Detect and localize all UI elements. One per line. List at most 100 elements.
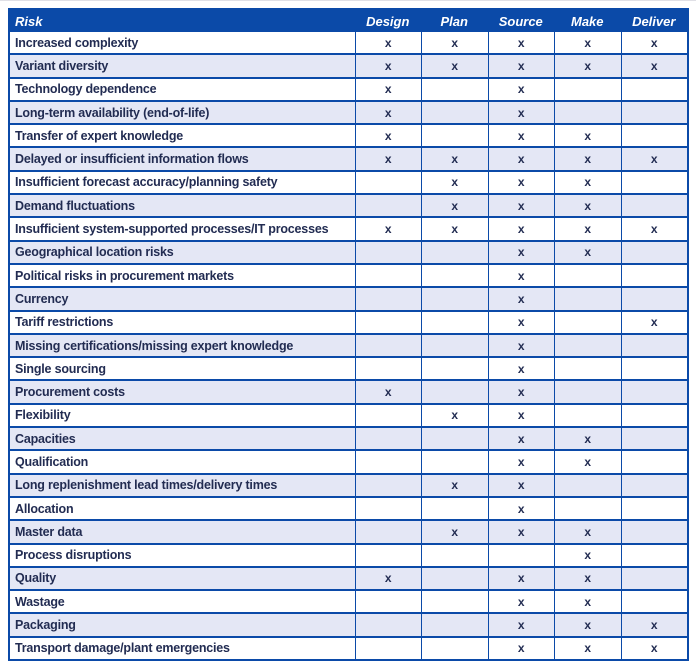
matrix-cell-design xyxy=(354,521,422,543)
table-row: Single sourcing x xyxy=(10,356,688,380)
risk-label: Missing certifications/missing expert kn… xyxy=(15,338,294,353)
table-row: Variant diversity x x x x x xyxy=(10,53,687,77)
risk-label: Wastage xyxy=(15,594,65,609)
matrix-cell-design: x xyxy=(354,148,422,170)
table-row: Transfer of expert knowledge x x x xyxy=(10,123,688,147)
matrix-cell-design xyxy=(354,195,422,217)
risk-label: Demand fluctuations xyxy=(15,198,135,213)
matrix-cell-deliver: x xyxy=(620,637,688,660)
matrix-cell-deliver xyxy=(620,497,688,520)
table-row: Packaging x x x xyxy=(10,612,687,636)
table-row: Delayed or insufficient information flow… xyxy=(10,146,688,170)
matrix-cell-plan: x xyxy=(421,474,488,496)
column-header-deliver: Deliver xyxy=(632,13,676,29)
matrix-cell-design xyxy=(354,544,422,566)
table-row: Currency x xyxy=(10,286,688,310)
matrix-cell-plan xyxy=(421,334,488,357)
matrix-cell-deliver xyxy=(620,428,688,450)
table-row: Capacities x x xyxy=(10,426,688,450)
matrix-cell-make xyxy=(554,404,621,427)
matrix-cell-deliver xyxy=(620,334,688,357)
matrix-cell-design: x xyxy=(354,78,422,100)
matrix-cell-plan: x xyxy=(421,404,488,427)
matrix-cell-make: x xyxy=(554,171,621,194)
table-row: Flexibility x x xyxy=(10,402,688,427)
risk-label: Technology dependence xyxy=(15,82,157,97)
matrix-cell-source: x xyxy=(487,101,555,124)
matrix-cell-deliver: x xyxy=(620,32,688,54)
matrix-cell-design xyxy=(354,497,422,520)
risk-matrix-table: Risk Design Plan Source Make Deliver Inc… xyxy=(8,8,689,661)
matrix-cell-deliver xyxy=(620,544,688,566)
matrix-cell-source: x xyxy=(487,288,555,310)
matrix-cell-source: x xyxy=(487,521,555,543)
matrix-cell-design xyxy=(354,311,422,333)
matrix-cell-design: x xyxy=(354,381,422,403)
matrix-cell-deliver xyxy=(620,381,688,403)
matrix-cell-design: x xyxy=(354,125,422,147)
matrix-cell-deliver: x xyxy=(620,148,688,170)
matrix-cell-source: x xyxy=(487,32,555,54)
risk-label: Insufficient forecast accuracy/planning … xyxy=(15,175,278,190)
column-header-make: Make xyxy=(570,13,604,29)
risk-label: Currency xyxy=(15,291,69,306)
matrix-cell-design xyxy=(354,428,422,450)
matrix-cell-plan: x xyxy=(421,148,488,170)
matrix-cell-make: x xyxy=(554,521,621,543)
table-row: Tariff restrictions x x xyxy=(10,309,687,333)
table-row: Geographical location risks x x xyxy=(10,239,688,263)
risk-label: Insufficient system-supported processes/… xyxy=(15,222,329,237)
matrix-cell-plan xyxy=(421,288,488,310)
matrix-cell-make: x xyxy=(554,637,621,660)
table-row: Long-term availability (end-of-life) x x xyxy=(10,99,687,124)
matrix-cell-plan xyxy=(421,497,488,520)
matrix-cell-plan xyxy=(421,125,488,147)
table-row: Missing certifications/missing expert kn… xyxy=(10,332,688,357)
matrix-cell-plan xyxy=(421,241,488,263)
matrix-cell-deliver xyxy=(620,591,688,613)
matrix-cell-deliver xyxy=(620,125,688,147)
risk-label: Master data xyxy=(15,524,83,539)
matrix-cell-plan xyxy=(421,358,488,380)
matrix-cell-make xyxy=(554,78,621,100)
matrix-cell-deliver xyxy=(620,288,688,310)
table-row: Allocation x xyxy=(10,495,688,520)
matrix-cell-design xyxy=(354,334,422,357)
matrix-cell-design xyxy=(354,451,422,473)
risk-label: Political risks in procurement markets xyxy=(15,268,234,283)
matrix-cell-make xyxy=(554,334,621,357)
matrix-cell-source: x xyxy=(487,148,555,170)
matrix-cell-source: x xyxy=(487,195,555,217)
matrix-cell-deliver xyxy=(620,404,688,427)
table-row: Technology dependence x x xyxy=(10,76,688,100)
table-header-row: Risk Design Plan Source Make Deliver xyxy=(10,10,687,32)
matrix-cell-make xyxy=(554,311,621,333)
risk-label: Transport damage/plant emergencies xyxy=(15,641,230,656)
matrix-cell-plan: x xyxy=(421,195,488,217)
matrix-cell-deliver xyxy=(620,241,688,263)
column-header-risk: Risk xyxy=(15,13,43,29)
matrix-cell-source: x xyxy=(487,78,555,100)
matrix-cell-design xyxy=(354,474,422,496)
table-body: Increased complexity x x x x x Variant d… xyxy=(10,32,688,660)
matrix-cell-design: x xyxy=(354,55,422,77)
matrix-cell-source: x xyxy=(487,614,555,636)
matrix-cell-deliver xyxy=(620,358,688,380)
risk-label: Procurement costs xyxy=(15,385,125,400)
matrix-cell-make: x xyxy=(554,148,621,170)
matrix-cell-plan: x xyxy=(421,218,488,240)
table-row: Long replenishment lead times/delivery t… xyxy=(10,472,687,496)
matrix-cell-source: x xyxy=(487,451,555,473)
matrix-cell-deliver xyxy=(620,78,688,100)
matrix-cell-make: x xyxy=(554,591,621,613)
column-header-plan: Plan xyxy=(440,13,468,29)
matrix-cell-make: x xyxy=(554,195,621,217)
risk-label: Allocation xyxy=(15,501,74,516)
matrix-cell-deliver: x xyxy=(620,218,688,240)
table-row: Demand fluctuations x x x xyxy=(10,193,687,217)
table-row: Transport damage/plant emergencies x x x xyxy=(10,635,688,660)
column-header-design: Design xyxy=(366,13,410,29)
risk-label: Capacities xyxy=(15,431,76,446)
matrix-cell-make xyxy=(554,381,621,403)
